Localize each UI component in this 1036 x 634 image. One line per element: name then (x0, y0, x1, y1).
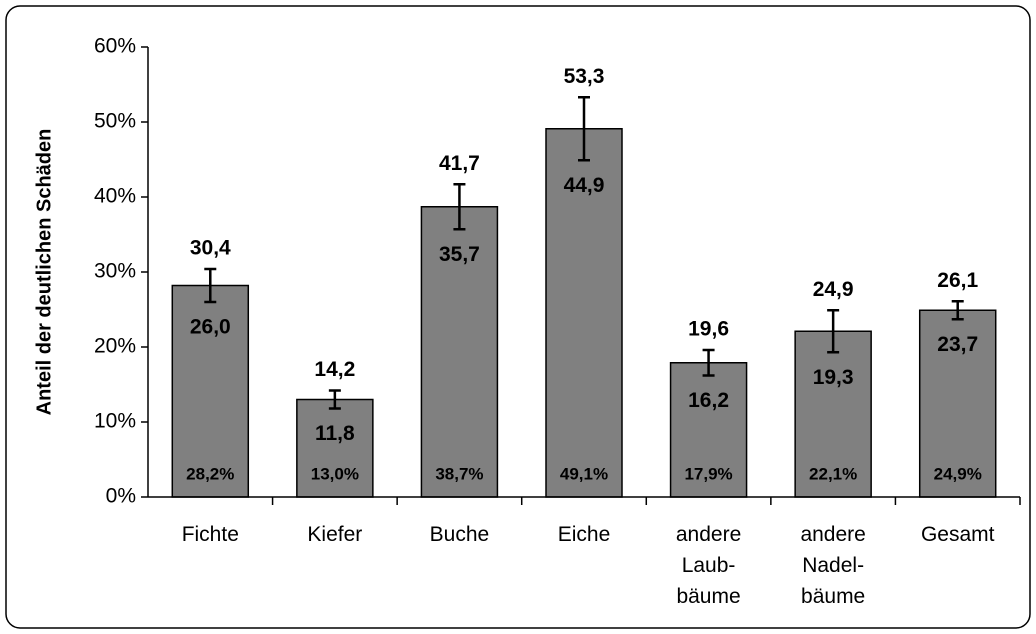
y-tick-label: 20% (94, 335, 136, 358)
value-label: 24,9% (934, 464, 982, 483)
x-tick-label: andere Nadel- bäume (800, 523, 866, 608)
error-bar (328, 389, 341, 410)
value-label: 22,1% (809, 464, 857, 483)
y-tick-label: 10% (94, 410, 136, 433)
lower-label: 11,8 (315, 422, 355, 445)
lower-label: 23,7 (937, 333, 978, 356)
x-tick-label: Fichte (181, 523, 239, 546)
chart-frame (5, 5, 1031, 629)
bar (918, 309, 997, 498)
bar (171, 284, 250, 498)
y-tick-label: 40% (94, 185, 136, 208)
value-label: 28,2% (186, 464, 234, 483)
error-bar (951, 300, 964, 321)
lower-label: 35,7 (439, 243, 480, 266)
lower-label: 26,0 (190, 316, 231, 339)
lower-label: 16,2 (688, 389, 729, 412)
y-tick-label: 60% (94, 35, 136, 58)
error-bar (204, 267, 217, 304)
upper-label: 41,7 (439, 152, 480, 175)
upper-label: 26,1 (937, 269, 978, 292)
x-tick-label: Gesamt (920, 523, 995, 546)
bar (296, 398, 374, 498)
lower-label: 44,9 (564, 174, 605, 197)
y-tick-label: 50% (94, 110, 136, 133)
x-tick-label: Kiefer (307, 523, 363, 546)
error-bar (578, 96, 590, 162)
y-axis-title: Anteil der deutlichen Schäden (33, 129, 55, 416)
bar (669, 362, 748, 498)
value-label: 13,0% (311, 464, 359, 483)
x-tick-label: andere Laub- bäume (675, 523, 742, 608)
value-label: 17,9% (684, 464, 732, 483)
x-tick-label: Eiche (557, 523, 611, 546)
upper-label: 19,6 (688, 318, 729, 341)
upper-label: 14,2 (314, 358, 355, 381)
upper-label: 24,9 (813, 278, 854, 301)
lower-label: 19,3 (813, 366, 854, 389)
value-label: 49,1% (560, 464, 608, 483)
error-bar (827, 309, 840, 354)
x-tick-label: Buche (429, 523, 490, 546)
y-tick-label: 30% (94, 260, 136, 283)
value-label: 38,7% (435, 464, 483, 483)
upper-label: 30,4 (190, 237, 231, 260)
error-bar (702, 348, 715, 377)
y-tick-label: 0% (106, 485, 136, 508)
upper-label: 53,3 (564, 65, 605, 88)
bar (420, 206, 499, 498)
error-bar (453, 183, 466, 231)
